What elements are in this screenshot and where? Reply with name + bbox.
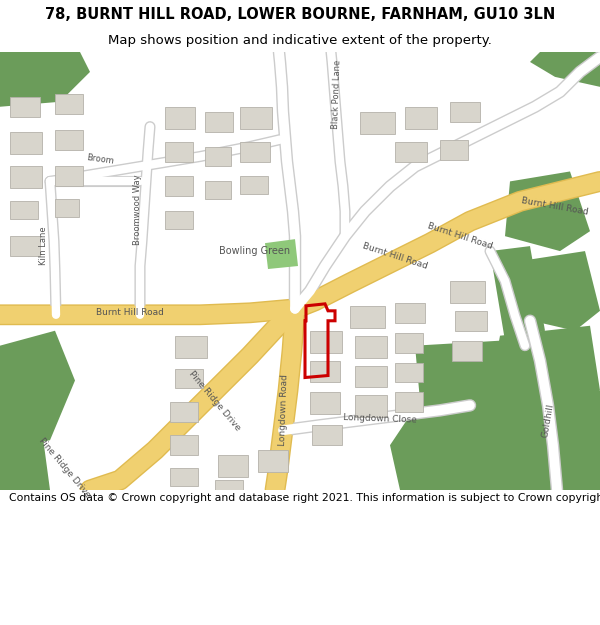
Text: Burnt Hill Road: Burnt Hill Road bbox=[96, 308, 164, 318]
Polygon shape bbox=[355, 336, 387, 357]
Polygon shape bbox=[310, 361, 340, 382]
Polygon shape bbox=[0, 52, 55, 87]
Polygon shape bbox=[165, 176, 193, 196]
Text: Longdown Road: Longdown Road bbox=[278, 374, 290, 446]
Polygon shape bbox=[0, 331, 75, 450]
Polygon shape bbox=[510, 251, 600, 331]
Polygon shape bbox=[55, 94, 83, 114]
Polygon shape bbox=[55, 166, 83, 186]
Polygon shape bbox=[0, 52, 90, 107]
Polygon shape bbox=[55, 129, 83, 149]
Polygon shape bbox=[218, 455, 248, 477]
Polygon shape bbox=[165, 107, 195, 129]
Polygon shape bbox=[310, 392, 340, 414]
Polygon shape bbox=[395, 303, 425, 322]
Text: Kiln Lane: Kiln Lane bbox=[38, 227, 47, 266]
Text: Contains OS data © Crown copyright and database right 2021. This information is : Contains OS data © Crown copyright and d… bbox=[9, 492, 600, 502]
Polygon shape bbox=[455, 311, 487, 331]
Polygon shape bbox=[395, 362, 423, 382]
Polygon shape bbox=[405, 107, 437, 129]
Text: Black Pond Lane: Black Pond Lane bbox=[331, 59, 343, 129]
Polygon shape bbox=[205, 112, 233, 132]
Polygon shape bbox=[10, 166, 42, 188]
Polygon shape bbox=[165, 142, 193, 161]
Polygon shape bbox=[395, 142, 427, 161]
Text: Goldhill: Goldhill bbox=[541, 402, 556, 438]
Polygon shape bbox=[395, 332, 423, 352]
Polygon shape bbox=[175, 369, 203, 389]
Text: Bowling Green: Bowling Green bbox=[220, 246, 290, 256]
Text: Burnt Hill Road: Burnt Hill Road bbox=[361, 241, 428, 271]
Polygon shape bbox=[452, 341, 482, 361]
Text: Broomwood Way: Broomwood Way bbox=[133, 174, 143, 244]
Polygon shape bbox=[395, 392, 423, 412]
Polygon shape bbox=[440, 139, 468, 159]
Polygon shape bbox=[490, 326, 600, 411]
Polygon shape bbox=[450, 281, 485, 303]
Polygon shape bbox=[240, 176, 268, 194]
Text: Pine Ridge Drive: Pine Ridge Drive bbox=[187, 369, 242, 432]
Polygon shape bbox=[360, 112, 395, 134]
Polygon shape bbox=[258, 450, 288, 472]
Polygon shape bbox=[530, 52, 600, 87]
Polygon shape bbox=[490, 246, 545, 341]
Polygon shape bbox=[205, 147, 231, 166]
Text: Burnt Hill Road: Burnt Hill Road bbox=[521, 196, 589, 217]
Polygon shape bbox=[450, 102, 480, 122]
Polygon shape bbox=[175, 336, 207, 357]
Polygon shape bbox=[240, 142, 270, 161]
Polygon shape bbox=[390, 341, 550, 490]
Polygon shape bbox=[312, 425, 342, 445]
Polygon shape bbox=[205, 181, 231, 199]
Text: 78, BURNT HILL ROAD, LOWER BOURNE, FARNHAM, GU10 3LN: 78, BURNT HILL ROAD, LOWER BOURNE, FARNH… bbox=[45, 7, 555, 22]
Polygon shape bbox=[10, 201, 38, 219]
Text: Map shows position and indicative extent of the property.: Map shows position and indicative extent… bbox=[108, 34, 492, 47]
Polygon shape bbox=[0, 416, 50, 490]
Polygon shape bbox=[505, 171, 590, 251]
Text: Longdown Close: Longdown Close bbox=[343, 412, 417, 424]
Polygon shape bbox=[265, 239, 298, 269]
Text: Burnt Hill Road: Burnt Hill Road bbox=[427, 221, 494, 251]
Polygon shape bbox=[10, 97, 40, 117]
Polygon shape bbox=[170, 468, 198, 486]
Polygon shape bbox=[215, 480, 243, 490]
Polygon shape bbox=[350, 306, 385, 328]
Polygon shape bbox=[165, 211, 193, 229]
Polygon shape bbox=[55, 199, 79, 217]
Polygon shape bbox=[10, 132, 42, 154]
Text: Pine Ridge Drive: Pine Ridge Drive bbox=[37, 436, 92, 500]
Polygon shape bbox=[470, 391, 600, 490]
Polygon shape bbox=[240, 107, 272, 129]
Polygon shape bbox=[355, 396, 387, 418]
Polygon shape bbox=[355, 366, 387, 388]
Polygon shape bbox=[170, 402, 198, 422]
Polygon shape bbox=[10, 236, 40, 256]
Polygon shape bbox=[170, 435, 198, 455]
Polygon shape bbox=[310, 331, 342, 352]
Text: Broom: Broom bbox=[86, 153, 115, 166]
